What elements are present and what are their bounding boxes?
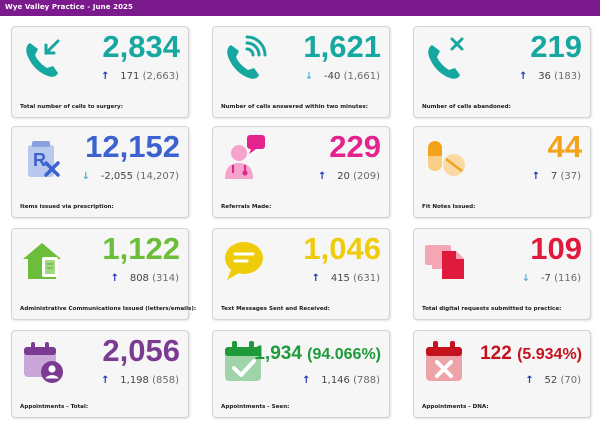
phone-answered-icon [221, 35, 267, 81]
kpi-label: Administrative Communications Issued (le… [20, 306, 197, 312]
report-header-bar: Wye Valley Practice - June 2025 [0, 0, 600, 16]
kpi-change: ↑ 1,198 (858) [101, 375, 179, 386]
kpi-value: 1,046 [303, 231, 381, 266]
kpi-label: Total number of calls to surgery: [20, 104, 123, 110]
arrow-icon: ↓ [304, 71, 314, 82]
house-mail-icon [20, 237, 66, 283]
kpi-label: Appointments - DNA: [422, 404, 489, 410]
kpi-card-appointments-dna: 122 (5.934%) ↑ 52 (70) Appointments - DNA… [413, 330, 591, 418]
kpi-card-text-messages: 1,046 ↑ 415 (631) Text Messages Sent and … [212, 228, 390, 320]
digital-request-icon [422, 237, 468, 283]
kpi-change: ↑ 36 (183) [518, 71, 581, 82]
kpi-label: Number of calls abandoned: [422, 104, 511, 110]
kpi-label: Appointments - Seen: [221, 404, 290, 410]
kpi-card-calls-answered: 1,621 ↓ -40 (1,661) Number of calls answe… [212, 26, 390, 118]
prescription-icon: R [20, 135, 66, 181]
kpi-label: Total digital requests submitted to prac… [422, 306, 562, 312]
kpi-change: ↓ -40 (1,661) [304, 71, 380, 82]
kpi-label: Fit Notes Issued: [422, 204, 476, 210]
pills-icon [422, 135, 468, 181]
arrow-icon: ↑ [317, 171, 327, 182]
arrow-icon: ↓ [81, 171, 90, 182]
kpi-label: Items issued via prescription: [20, 204, 114, 210]
kpi-value: 1,621 [303, 29, 381, 64]
svg-text:R: R [33, 150, 46, 170]
chat-bubble-icon [221, 237, 267, 283]
kpi-card-referrals: 229 ↑ 20 (209) Referrals Made: [212, 126, 390, 218]
kpi-change: ↑ 808 (314) [110, 273, 179, 284]
kpi-value: 2,834 [102, 29, 180, 64]
kpi-value: 2,056 [102, 333, 180, 368]
kpi-value: 1,934 (94.066%) [254, 343, 381, 364]
kpi-card-digital-requests: 109 ↓ -7 (116) Total digital requests sub… [413, 228, 591, 320]
phone-incoming-icon [20, 35, 66, 81]
arrow-icon: ↑ [525, 375, 534, 386]
kpi-change: ↑ 20 (209) [317, 171, 380, 182]
arrow-icon: ↑ [101, 71, 110, 82]
kpi-card-appointments-seen: 1,934 (94.066%) ↑ 1,146 (788) Appointment… [212, 330, 390, 418]
kpi-value: 12,152 [85, 129, 180, 164]
doctor-referral-icon [221, 135, 267, 181]
kpi-value: 109 [530, 231, 582, 266]
calendar-cross-icon [422, 339, 468, 385]
arrow-icon: ↑ [311, 273, 321, 284]
kpi-label: Number of calls answered within two minu… [221, 104, 368, 110]
kpi-value: 44 [547, 129, 582, 164]
kpi-card-calls-total: 2,834 ↑ 171 (2,663) Total number of calls… [11, 26, 189, 118]
calendar-check-icon [221, 339, 267, 385]
kpi-value: 1,122 [102, 231, 180, 266]
kpi-label: Text Messages Sent and Received: [221, 306, 330, 312]
kpi-change: ↑ 1,146 (788) [302, 375, 380, 386]
kpi-change: ↑ 7 (37) [531, 171, 581, 182]
kpi-value: 229 [329, 129, 381, 164]
kpi-change: ↓ -2,055 (14,207) [81, 171, 179, 182]
kpi-change: ↑ 415 (631) [311, 273, 380, 284]
kpi-change: ↓ -7 (116) [521, 273, 581, 284]
kpi-card-appointments-total: 2,056 ↑ 1,198 (858) Appointments - Total: [11, 330, 189, 418]
arrow-icon: ↑ [518, 71, 528, 82]
arrow-icon: ↑ [110, 273, 120, 284]
arrow-icon: ↑ [101, 375, 110, 386]
kpi-label: Appointments - Total: [20, 404, 89, 410]
kpi-card-prescriptions: R 12,152 ↓ -2,055 (14,207) Items issued v… [11, 126, 189, 218]
arrow-icon: ↓ [521, 273, 531, 284]
arrow-icon: ↑ [302, 375, 311, 386]
kpi-value: 122 (5.934%) [480, 343, 582, 364]
arrow-icon: ↑ [531, 171, 541, 182]
kpi-value: 219 [530, 29, 582, 64]
kpi-card-admin-communications: 1,122 ↑ 808 (314) Administrative Communic… [11, 228, 196, 320]
kpi-change: ↑ 171 (2,663) [101, 71, 179, 82]
kpi-card-fit-notes: 44 ↑ 7 (37) Fit Notes Issued: [413, 126, 591, 218]
kpi-change: ↑ 52 (70) [525, 375, 581, 386]
report-title: Wye Valley Practice - June 2025 [5, 3, 133, 11]
phone-abandoned-icon [422, 35, 468, 81]
kpi-label: Referrals Made: [221, 204, 272, 210]
kpi-card-calls-abandoned: 219 ↑ 36 (183) Number of calls abandoned: [413, 26, 591, 118]
calendar-user-icon [20, 339, 66, 385]
